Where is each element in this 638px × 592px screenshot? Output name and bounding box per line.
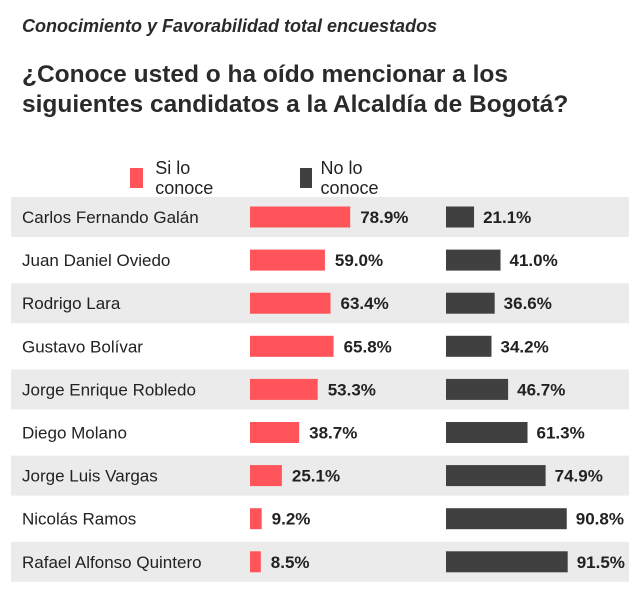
data-label-no-lo-conoce: 36.6% xyxy=(504,294,552,313)
bar-no-lo-conoce xyxy=(446,465,546,487)
bar-no-lo-conoce xyxy=(446,335,492,357)
data-label-si-lo-conoce: 78.9% xyxy=(360,208,408,227)
data-label-no-lo-conoce: 21.1% xyxy=(483,208,531,227)
bar-si-lo-conoce xyxy=(250,551,261,573)
bar-no-lo-conoce xyxy=(446,551,568,573)
category-label: Diego Molano xyxy=(22,424,127,443)
bar-si-lo-conoce xyxy=(250,206,351,228)
data-label-no-lo-conoce: 91.5% xyxy=(577,553,625,572)
category-label: Rafael Alfonso Quintero xyxy=(22,553,202,572)
data-label-no-lo-conoce: 41.0% xyxy=(510,251,558,270)
legend-item-yes: Si lo conoce xyxy=(130,158,220,198)
data-label-no-lo-conoce: 74.9% xyxy=(555,467,603,486)
data-label-no-lo-conoce: 90.8% xyxy=(576,510,624,529)
data-label-si-lo-conoce: 65.8% xyxy=(344,337,392,356)
bar-si-lo-conoce xyxy=(250,292,331,314)
legend-item-no: No lo conoce xyxy=(300,158,386,198)
legend-label-no: No lo conoce xyxy=(320,158,379,198)
data-label-si-lo-conoce: 63.4% xyxy=(341,294,389,313)
bar-si-lo-conoce xyxy=(250,508,262,530)
data-label-si-lo-conoce: 59.0% xyxy=(335,251,383,270)
bar-no-lo-conoce xyxy=(446,206,475,228)
data-label-si-lo-conoce: 38.7% xyxy=(309,424,357,443)
chart-title: ¿Conoce usted o ha oído mencionar a los … xyxy=(22,61,569,118)
bar-si-lo-conoce xyxy=(250,378,318,400)
category-label: Juan Daniel Oviedo xyxy=(22,251,170,270)
bar-si-lo-conoce xyxy=(250,422,300,443)
bar-si-lo-conoce xyxy=(250,335,334,357)
legend-label-yes: Si lo conoce xyxy=(155,158,214,198)
bar-no-lo-conoce xyxy=(446,422,528,443)
data-label-no-lo-conoce: 34.2% xyxy=(500,337,548,356)
bar-no-lo-conoce xyxy=(446,249,501,271)
category-label: Gustavo Bolívar xyxy=(22,337,143,356)
data-label-no-lo-conoce: 61.3% xyxy=(537,424,585,443)
category-label: Carlos Fernando Galán xyxy=(22,208,199,227)
bar-no-lo-conoce xyxy=(446,292,495,314)
bar-no-lo-conoce xyxy=(446,378,509,400)
bar-si-lo-conoce xyxy=(250,249,325,271)
bar-no-lo-conoce xyxy=(446,508,567,530)
legend-swatch-yes xyxy=(130,168,144,188)
data-label-si-lo-conoce: 25.1% xyxy=(292,467,340,486)
bar-si-lo-conoce xyxy=(250,465,282,487)
category-label: Rodrigo Lara xyxy=(22,294,121,313)
data-label-si-lo-conoce: 53.3% xyxy=(328,380,376,399)
data-label-no-lo-conoce: 46.7% xyxy=(517,380,565,399)
category-label: Jorge Luis Vargas xyxy=(22,467,158,486)
chart-subtitle: Conocimiento y Favorabilidad total encue… xyxy=(22,16,438,36)
legend-swatch-no xyxy=(300,168,313,188)
data-label-si-lo-conoce: 8.5% xyxy=(271,553,310,572)
data-label-si-lo-conoce: 9.2% xyxy=(272,510,311,529)
category-label: Jorge Enrique Robledo xyxy=(22,380,196,399)
category-label: Nicolás Ramos xyxy=(22,510,136,529)
row-background xyxy=(11,369,629,410)
